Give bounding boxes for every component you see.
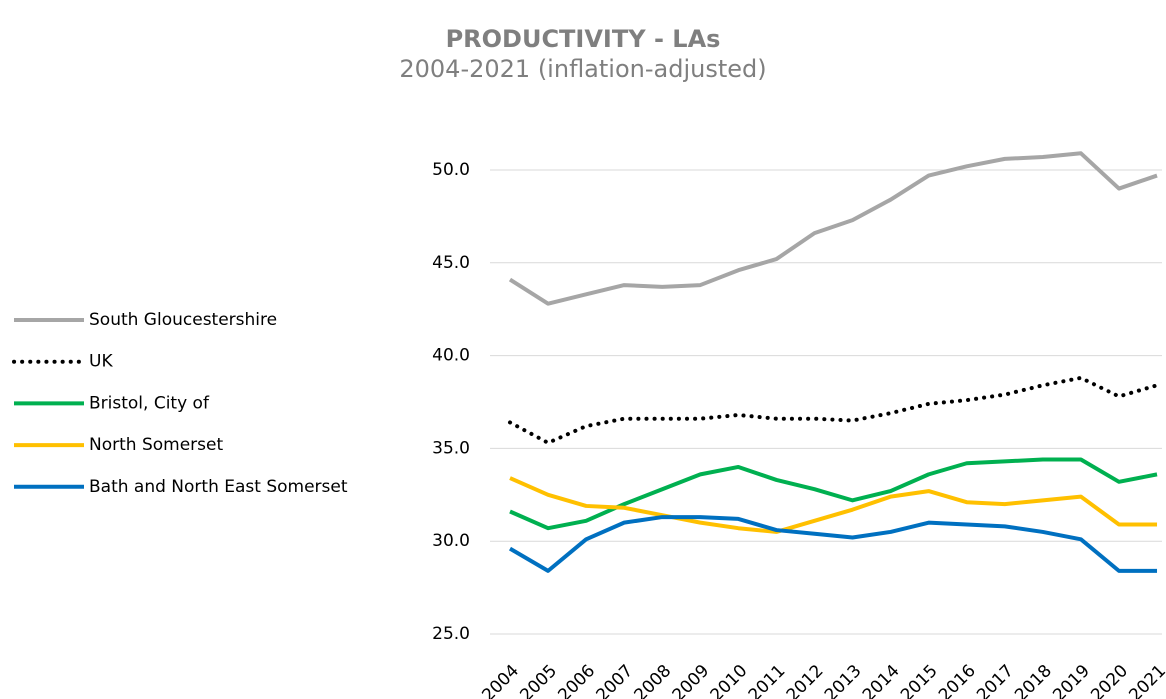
series-line	[508, 151, 1158, 306]
x-tick-label: 2016	[935, 661, 980, 699]
legend-label: UK	[89, 352, 113, 372]
legend-label: Bath and North East Somerset	[89, 477, 348, 497]
series-line	[508, 515, 1158, 573]
x-tick-label: 2004	[478, 661, 523, 699]
chart-subtitle: 2004-2021 (inflation-adjusted)	[399, 55, 766, 83]
x-tick-label: 2019	[1049, 661, 1094, 699]
x-tick-label: 2007	[593, 661, 638, 699]
x-tick-label: 2011	[745, 661, 790, 699]
x-tick-label: 2010	[707, 661, 752, 699]
legend-label: South Gloucestershire	[89, 310, 277, 330]
y-tick-label: 30.0	[432, 531, 470, 551]
x-tick-label: 2017	[973, 661, 1018, 699]
x-tick-label: 2009	[669, 661, 714, 699]
x-tick-label: 2014	[859, 661, 904, 699]
series-line	[508, 375, 1160, 446]
y-tick-label: 45.0	[432, 253, 470, 273]
y-tick-label: 40.0	[432, 346, 470, 366]
x-tick-label: 2008	[631, 661, 676, 699]
series-line	[509, 457, 1158, 531]
x-tick-label: 2006	[554, 661, 599, 699]
x-tick-label: 2013	[821, 661, 866, 699]
legend-label: Bristol, City of	[89, 393, 210, 413]
x-tick-label: 2018	[1011, 661, 1056, 699]
y-tick-label: 50.0	[432, 160, 470, 180]
x-tick-label: 2012	[783, 661, 828, 699]
x-tick-label: 2020	[1087, 661, 1132, 699]
legend-label: North Somerset	[89, 435, 223, 455]
x-tick-label: 2015	[897, 661, 942, 699]
x-tick-label: 2005	[516, 661, 561, 699]
y-tick-label: 25.0	[432, 624, 470, 644]
series-line	[509, 476, 1158, 534]
x-tick-label: 2021	[1125, 661, 1166, 699]
chart-title: PRODUCTIVITY - LAs	[446, 25, 721, 53]
y-tick-label: 35.0	[432, 438, 470, 458]
